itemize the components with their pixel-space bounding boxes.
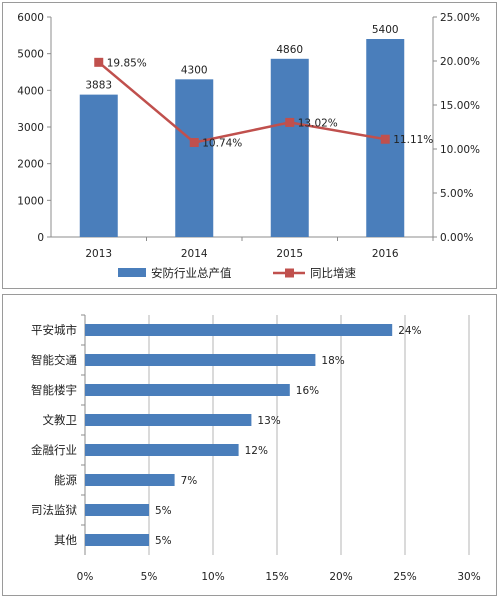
growth-value-label: 10.74% [202, 137, 242, 149]
bar-智能交通 [85, 354, 316, 366]
bar-value-label: 3883 [85, 80, 112, 92]
growth-value-label: 13.02% [298, 117, 338, 129]
growth-marker [380, 134, 390, 144]
y-right-tick-label: 25.00% [440, 12, 480, 24]
legend-line-label: 同比增速 [310, 266, 356, 280]
y-left-tick-label: 4000 [17, 85, 44, 97]
y-left-tick-label: 3000 [17, 122, 44, 134]
legend-bar-label: 安防行业总产值 [151, 266, 232, 280]
growth-marker [285, 117, 295, 127]
x-tick-label: 0% [77, 571, 94, 583]
x-tick-label: 20% [329, 571, 352, 583]
sector-share-chart: 0% 5% 10% 15% 20% 25% 30% 24% 平安城市 18% 智能交通 16% 智能楼宇… [31, 314, 481, 583]
x-tick-label: 25% [393, 571, 416, 583]
legend-line-marker [285, 268, 294, 278]
output-growth-chart: 0 1000 2000 3000 4000 5000 6000 0.00% 5.00% 10.00… [17, 12, 480, 280]
x-tick-label: 15% [265, 571, 288, 583]
x-tick-label: 2013 [85, 248, 112, 260]
bar-value-label: 24% [398, 325, 421, 337]
growth-value-label: 19.85% [107, 57, 147, 69]
bar-value-label: 4860 [276, 44, 303, 56]
y-right-tick-label: 0.00% [440, 232, 473, 244]
legend-bar-swatch [118, 268, 146, 277]
x-tick-label: 30% [457, 571, 480, 583]
bar-value-label: 5400 [372, 24, 399, 36]
bar-智能楼宇 [85, 384, 290, 396]
bar-value-label: 7% [181, 475, 198, 487]
y-right-tick-label: 20.00% [440, 56, 480, 68]
bar-value-label: 16% [296, 385, 319, 397]
bar-2015 [270, 58, 309, 237]
x-tick-label: 2016 [372, 248, 399, 260]
bar-司法监狱 [85, 504, 149, 516]
bar-其他 [85, 534, 149, 546]
x-tick-label: 10% [201, 571, 224, 583]
growth-line [97, 61, 386, 144]
category-label: 司法监狱 [31, 503, 77, 517]
growth-value-label: 11.11% [393, 134, 433, 146]
bar-value-label: 18% [321, 355, 344, 367]
category-label: 平安城市 [31, 323, 77, 337]
x-tick-label: 2015 [276, 248, 303, 260]
category-label: 智能楼宇 [31, 383, 77, 397]
y-left-tick-label: 5000 [17, 49, 44, 61]
bar-文教卫 [85, 414, 252, 426]
bar-2013 [79, 94, 118, 237]
x-tick-label: 2014 [181, 248, 208, 260]
bar-平安城市 [85, 324, 393, 336]
bar-金融行业 [85, 444, 239, 456]
bar-能源 [85, 474, 175, 486]
category-label: 能源 [54, 473, 77, 487]
category-label: 其他 [54, 533, 77, 547]
bar-value-label: 13% [257, 415, 280, 427]
growth-marker [94, 57, 104, 67]
y-left-tick-label: 2000 [17, 159, 44, 171]
bottom-chart-panel: 0% 5% 10% 15% 20% 25% 30% 24% 平安城市 18% 智能交通 16% 智能楼宇… [2, 294, 497, 596]
y-right-tick-label: 10.00% [440, 144, 480, 156]
y-right-tick-label: 5.00% [440, 188, 473, 200]
category-label: 文教卫 [43, 413, 78, 427]
growth-marker [189, 137, 199, 147]
bar-2014 [175, 79, 214, 237]
bar-value-label: 5% [155, 535, 172, 547]
category-label: 金融行业 [31, 443, 77, 457]
y-left-tick-label: 0 [37, 232, 44, 244]
x-tick-label: 5% [141, 571, 158, 583]
y-right-tick-label: 15.00% [440, 100, 480, 112]
category-label: 智能交通 [31, 353, 77, 367]
y-left-tick-label: 6000 [17, 12, 44, 24]
top-chart-panel: 0 1000 2000 3000 4000 5000 6000 0.00% 5.00% 10.00… [2, 2, 497, 289]
bar-value-label: 4300 [181, 64, 208, 76]
y-left-tick-label: 1000 [17, 195, 44, 207]
bar-value-label: 12% [245, 445, 268, 457]
bar-value-label: 5% [155, 505, 172, 517]
